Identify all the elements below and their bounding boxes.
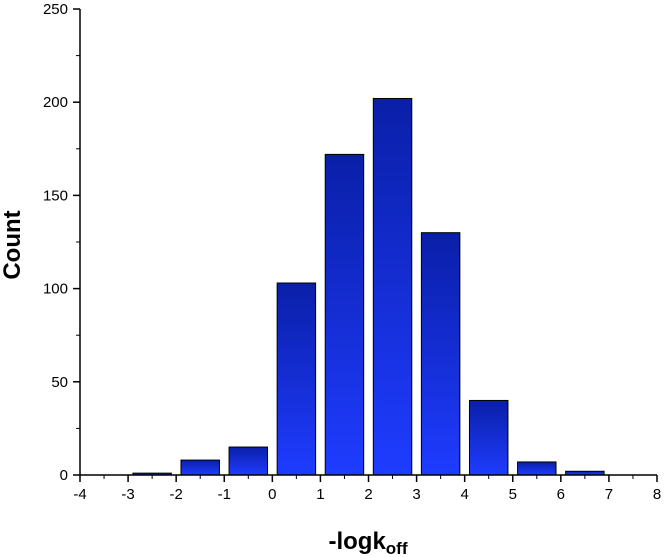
x-axis-label: -logkoff [328, 528, 407, 557]
y-tick-label: 150 [43, 187, 68, 204]
x-tick-label: 8 [653, 486, 661, 503]
histogram-bar [372, 97, 413, 476]
y-tick-label: 0 [60, 467, 68, 484]
x-tick-label: -2 [169, 486, 182, 503]
x-axis-label-subscript: off [386, 539, 408, 557]
x-tick-label: -1 [218, 486, 231, 503]
x-tick-label: 2 [364, 486, 372, 503]
x-tick-label: -4 [73, 486, 86, 503]
histogram-bar [228, 446, 269, 476]
histogram-bar [324, 153, 365, 476]
histogram-bar [517, 461, 557, 476]
ticks-group: -4 -3 -2 -1 0 1 2 3 4 5 6 7 8 0 50 100 150 200 250 [43, 1, 661, 503]
y-tick-label: 250 [43, 1, 68, 18]
x-tick-label: 6 [557, 486, 565, 503]
histogram-bar [420, 232, 461, 476]
y-tick-label: 200 [43, 94, 68, 111]
y-tick-label: 50 [51, 374, 68, 391]
x-tick-label: 1 [316, 486, 324, 503]
x-tick-label: -3 [121, 486, 134, 503]
x-tick-label: 0 [268, 486, 276, 503]
x-axis-label-main: -logk [328, 528, 386, 555]
histogram-bar [468, 399, 509, 476]
x-tick-label: 3 [412, 486, 420, 503]
y-axis-label: Count [0, 210, 26, 279]
x-tick-label: 5 [509, 486, 517, 503]
x-tick-label: 4 [460, 486, 468, 503]
bars-group [132, 97, 605, 476]
histogram-bar [180, 459, 220, 476]
y-tick-label: 100 [43, 281, 68, 298]
axes-group [79, 9, 657, 476]
histogram-bar [276, 282, 317, 476]
x-tick-label: 7 [605, 486, 613, 503]
